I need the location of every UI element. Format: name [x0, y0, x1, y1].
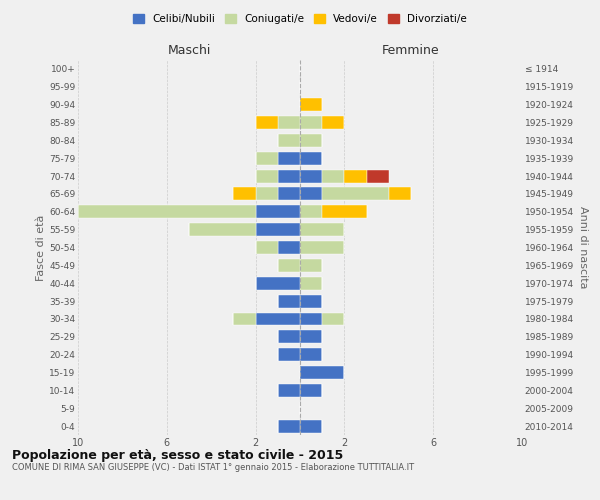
Bar — [278, 188, 300, 200]
Bar — [78, 206, 256, 218]
Bar — [389, 188, 411, 200]
Bar — [278, 152, 300, 164]
Bar — [256, 116, 278, 129]
Bar — [300, 188, 322, 200]
Bar — [300, 116, 322, 129]
Bar — [278, 420, 300, 432]
Bar — [256, 206, 300, 218]
Bar — [300, 259, 322, 272]
Bar — [300, 330, 322, 343]
Bar — [256, 241, 278, 254]
Bar — [300, 98, 322, 111]
Bar — [278, 384, 300, 397]
Bar — [300, 152, 322, 164]
Bar — [300, 206, 322, 218]
Bar — [322, 116, 344, 129]
Bar — [233, 312, 256, 326]
Bar — [300, 366, 344, 379]
Bar — [256, 188, 278, 200]
Bar — [322, 188, 389, 200]
Bar — [322, 170, 344, 182]
Title: Femmine: Femmine — [382, 44, 440, 58]
Bar — [233, 188, 256, 200]
Bar — [256, 152, 278, 164]
Bar — [189, 223, 256, 236]
Text: COMUNE DI RIMA SAN GIUSEPPE (VC) - Dati ISTAT 1° gennaio 2015 - Elaborazione TUT: COMUNE DI RIMA SAN GIUSEPPE (VC) - Dati … — [12, 464, 414, 472]
Bar — [278, 134, 300, 147]
Bar — [278, 241, 300, 254]
Bar — [256, 312, 300, 326]
Bar — [300, 420, 322, 432]
Text: Popolazione per età, sesso e stato civile - 2015: Popolazione per età, sesso e stato civil… — [12, 450, 343, 462]
Bar — [300, 277, 322, 289]
Legend: Celibi/Nubili, Coniugati/e, Vedovi/e, Divorziati/e: Celibi/Nubili, Coniugati/e, Vedovi/e, Di… — [129, 10, 471, 29]
Y-axis label: Anni di nascita: Anni di nascita — [578, 206, 588, 289]
Bar — [278, 294, 300, 308]
Bar — [300, 312, 322, 326]
Bar — [278, 330, 300, 343]
Bar — [278, 348, 300, 361]
Bar — [322, 206, 367, 218]
Bar — [278, 116, 300, 129]
Title: Maschi: Maschi — [167, 44, 211, 58]
Bar — [367, 170, 389, 182]
Bar — [344, 170, 367, 182]
Bar — [278, 170, 300, 182]
Bar — [278, 259, 300, 272]
Bar — [256, 170, 278, 182]
Bar — [300, 241, 344, 254]
Bar — [300, 348, 322, 361]
Y-axis label: Fasce di età: Fasce di età — [36, 214, 46, 280]
Bar — [322, 312, 344, 326]
Bar — [256, 223, 300, 236]
Bar — [300, 384, 322, 397]
Bar — [300, 134, 322, 147]
Bar — [300, 170, 322, 182]
Bar — [300, 294, 322, 308]
Bar — [256, 277, 300, 289]
Bar — [300, 223, 344, 236]
